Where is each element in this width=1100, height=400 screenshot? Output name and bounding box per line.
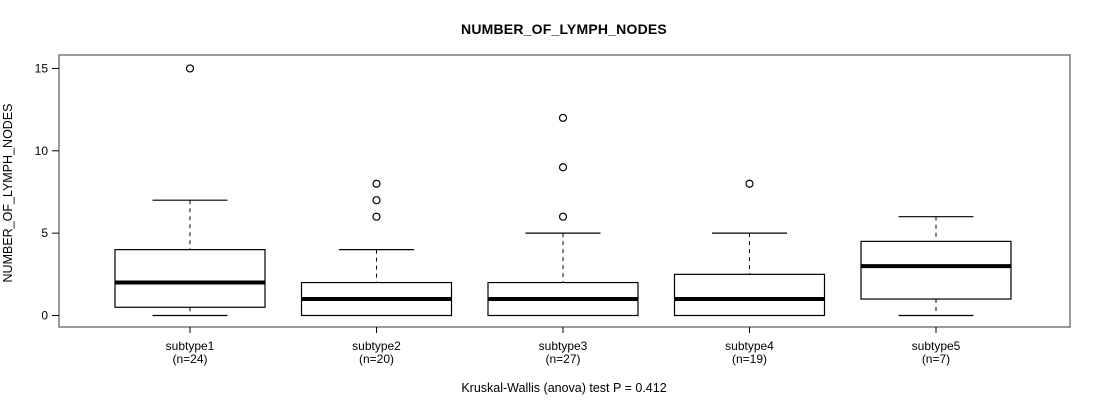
outlier-point	[558, 212, 568, 221]
outlier-point	[558, 113, 568, 122]
plot-area: 0 5 10 15 subtype1(n=24) subtype2(n=20) subtyp…	[35, 54, 1071, 366]
box	[114, 249, 266, 308]
y-tick-label: 10	[35, 144, 49, 158]
box	[860, 240, 1012, 300]
outlier-point	[372, 212, 381, 221]
y-tick-label: 15	[35, 61, 49, 75]
plot-frame	[58, 54, 1071, 328]
group-n-label: (n=27)	[545, 352, 580, 366]
group-n-label: (n=20)	[359, 352, 394, 366]
group-n-label: (n=19)	[732, 352, 767, 366]
outlier-point	[745, 179, 754, 188]
y-tick-label: 0	[41, 309, 48, 323]
y-axis-label: NUMBER_OF_LYMPH_NODES	[1, 104, 15, 283]
group-label: subtype4	[725, 339, 774, 353]
group-label: subtype2	[352, 339, 401, 353]
group-label: subtype5	[912, 339, 961, 353]
chart-title: NUMBER_OF_LYMPH_NODES	[461, 21, 667, 37]
y-tick-label: 5	[41, 226, 48, 240]
group-n-label: (n=24)	[172, 352, 207, 366]
outlier-point	[372, 179, 381, 188]
group-n-label: (n=7)	[922, 352, 950, 366]
outlier-point	[372, 196, 381, 205]
group-label: subtype1	[166, 339, 215, 353]
caption: Kruskal-Wallis (anova) test P = 0.412	[461, 381, 666, 395]
outlier-point	[558, 163, 568, 172]
box	[673, 273, 826, 317]
outlier-point	[185, 64, 195, 73]
group-label: subtype3	[539, 339, 588, 353]
